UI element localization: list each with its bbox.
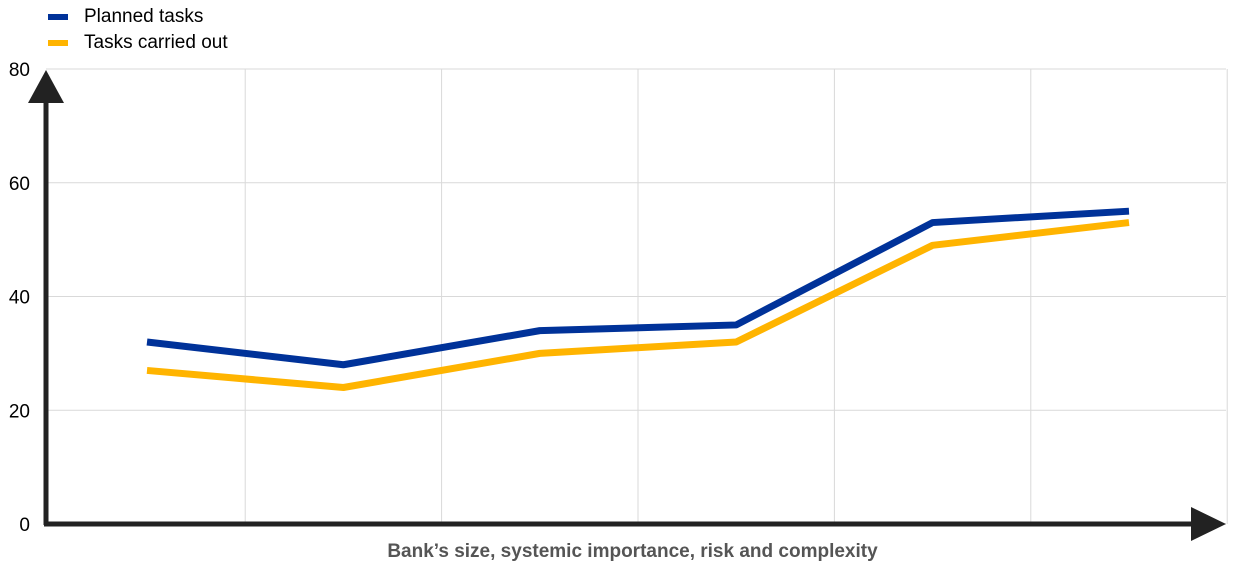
y-tick-label: 60 [9,174,30,195]
legend-item-carried-out: Tasks carried out [48,30,228,56]
legend-swatch-planned [48,14,68,20]
legend-label-carried-out: Tasks carried out [84,32,228,53]
series-line-carried-out [146,219,1130,391]
axes [28,70,1226,541]
y-tick-label: 20 [9,401,30,422]
y-tick-label: 0 [19,515,30,536]
gridlines [46,68,1228,525]
legend-label-planned: Planned tasks [84,6,204,27]
legend-item-planned: Planned tasks [48,4,228,30]
y-axis-arrow [28,70,64,103]
y-tick-label: 40 [9,288,30,309]
series-lines [146,207,1130,391]
y-axis-ticks: 0 20 40 60 80 [9,60,30,536]
x-axis-arrow [1191,507,1226,541]
series-line-planned [146,207,1130,369]
y-tick-label: 80 [9,60,30,81]
x-axis-label: Bank’s size, systemic importance, risk a… [387,541,878,562]
legend: Planned tasks Tasks carried out [48,4,228,56]
legend-swatch-carried-out [48,40,68,46]
